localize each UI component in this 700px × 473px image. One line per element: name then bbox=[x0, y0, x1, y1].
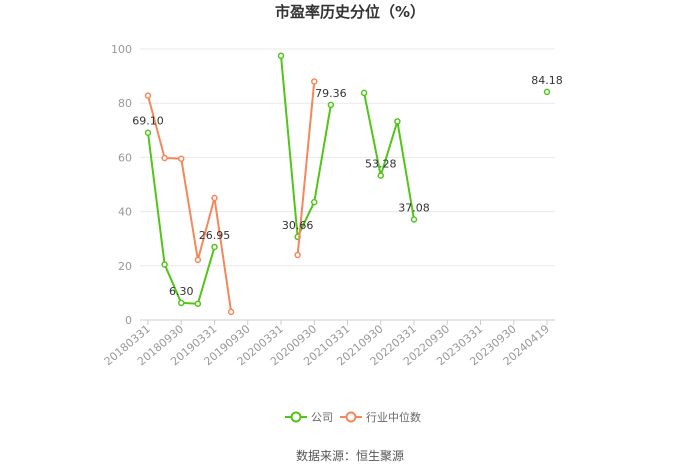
data-point bbox=[410, 216, 418, 223]
series-0 bbox=[144, 52, 551, 307]
series-line bbox=[280, 55, 332, 241]
data-point bbox=[178, 155, 185, 163]
data-label: 26.95 bbox=[199, 229, 231, 242]
data-point bbox=[394, 118, 401, 125]
data-point bbox=[543, 88, 551, 96]
y-axis: 0 20 40 60 80 100 bbox=[111, 43, 132, 327]
data-point bbox=[327, 101, 335, 109]
data-point bbox=[161, 261, 168, 268]
series-1 bbox=[144, 78, 318, 316]
y-tick-label: 20 bbox=[118, 260, 132, 273]
y-tick-label: 60 bbox=[118, 151, 132, 164]
series-line bbox=[296, 81, 316, 256]
series-layer bbox=[144, 52, 551, 316]
data-point bbox=[161, 154, 168, 162]
legend-label: 公司 bbox=[311, 411, 333, 424]
chart-title: 市盈率历史分位（%） bbox=[275, 3, 425, 21]
data-point bbox=[311, 198, 318, 206]
data-point bbox=[211, 243, 218, 251]
data-point bbox=[294, 251, 301, 259]
legend-label: 行业中位数 bbox=[366, 410, 421, 424]
y-tick-label: 100 bbox=[111, 43, 132, 56]
data-point bbox=[227, 308, 235, 316]
data-point bbox=[144, 129, 152, 136]
data-label: 30.66 bbox=[282, 219, 314, 232]
data-point bbox=[178, 299, 185, 307]
data-label: 69.10 bbox=[132, 115, 164, 128]
legend-item-1[interactable]: 行业中位数 bbox=[340, 410, 421, 424]
series-line bbox=[363, 92, 415, 220]
data-point bbox=[311, 78, 318, 85]
data-point bbox=[277, 52, 285, 60]
source-note: 数据来源：恒生聚源 bbox=[296, 448, 404, 463]
legend-marker bbox=[345, 411, 357, 423]
data-label: 6.30 bbox=[169, 285, 194, 298]
data-point bbox=[360, 89, 368, 97]
legend: 公司 行业中位数 bbox=[285, 410, 421, 424]
data-point bbox=[377, 172, 384, 179]
grid-lines bbox=[140, 48, 555, 321]
y-tick-label: 0 bbox=[125, 314, 132, 327]
data-label: 79.36 bbox=[315, 87, 347, 100]
data-label: 37.08 bbox=[398, 202, 430, 215]
data-point bbox=[194, 256, 202, 264]
y-tick-label: 80 bbox=[118, 97, 132, 110]
y-tick-label: 40 bbox=[118, 206, 132, 219]
series-line bbox=[147, 95, 233, 313]
data-label: 84.18 bbox=[531, 74, 563, 87]
data-point bbox=[194, 300, 202, 307]
data-point bbox=[144, 92, 152, 99]
x-axis: 2018033120180930201903312019093020200331… bbox=[102, 319, 555, 368]
data-point bbox=[211, 194, 218, 202]
data-labels: 69.10 6.30 26.95 30.66 79.36 53.28 37.08 84.18 bbox=[132, 74, 563, 298]
legend-item-0[interactable]: 公司 bbox=[285, 411, 333, 424]
legend-marker bbox=[290, 411, 302, 423]
data-label: 53.28 bbox=[365, 158, 397, 171]
